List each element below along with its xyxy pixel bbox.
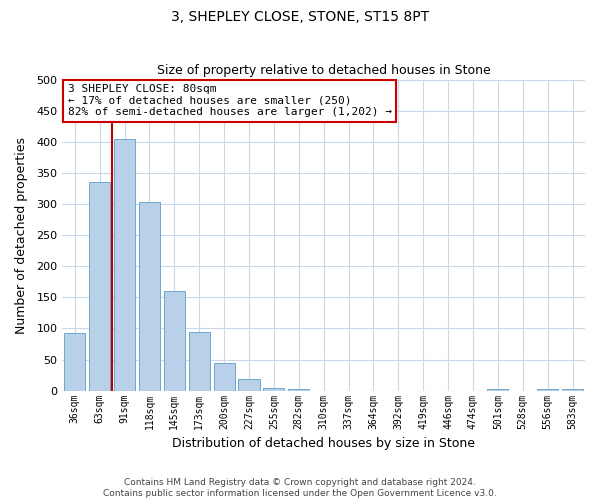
Bar xyxy=(114,138,135,390)
Bar xyxy=(188,332,210,390)
Bar xyxy=(487,389,508,390)
Text: Contains HM Land Registry data © Crown copyright and database right 2024.
Contai: Contains HM Land Registry data © Crown c… xyxy=(103,478,497,498)
Title: Size of property relative to detached houses in Stone: Size of property relative to detached ho… xyxy=(157,64,491,77)
Bar xyxy=(139,202,160,390)
Y-axis label: Number of detached properties: Number of detached properties xyxy=(15,136,28,334)
Bar xyxy=(263,388,284,390)
Text: 3, SHEPLEY CLOSE, STONE, ST15 8PT: 3, SHEPLEY CLOSE, STONE, ST15 8PT xyxy=(171,10,429,24)
X-axis label: Distribution of detached houses by size in Stone: Distribution of detached houses by size … xyxy=(172,437,475,450)
Bar xyxy=(89,182,110,390)
Bar xyxy=(164,291,185,390)
Bar xyxy=(238,380,260,390)
Bar xyxy=(214,364,235,390)
Bar xyxy=(64,333,85,390)
Text: 3 SHEPLEY CLOSE: 80sqm
← 17% of detached houses are smaller (250)
82% of semi-de: 3 SHEPLEY CLOSE: 80sqm ← 17% of detached… xyxy=(68,84,392,117)
